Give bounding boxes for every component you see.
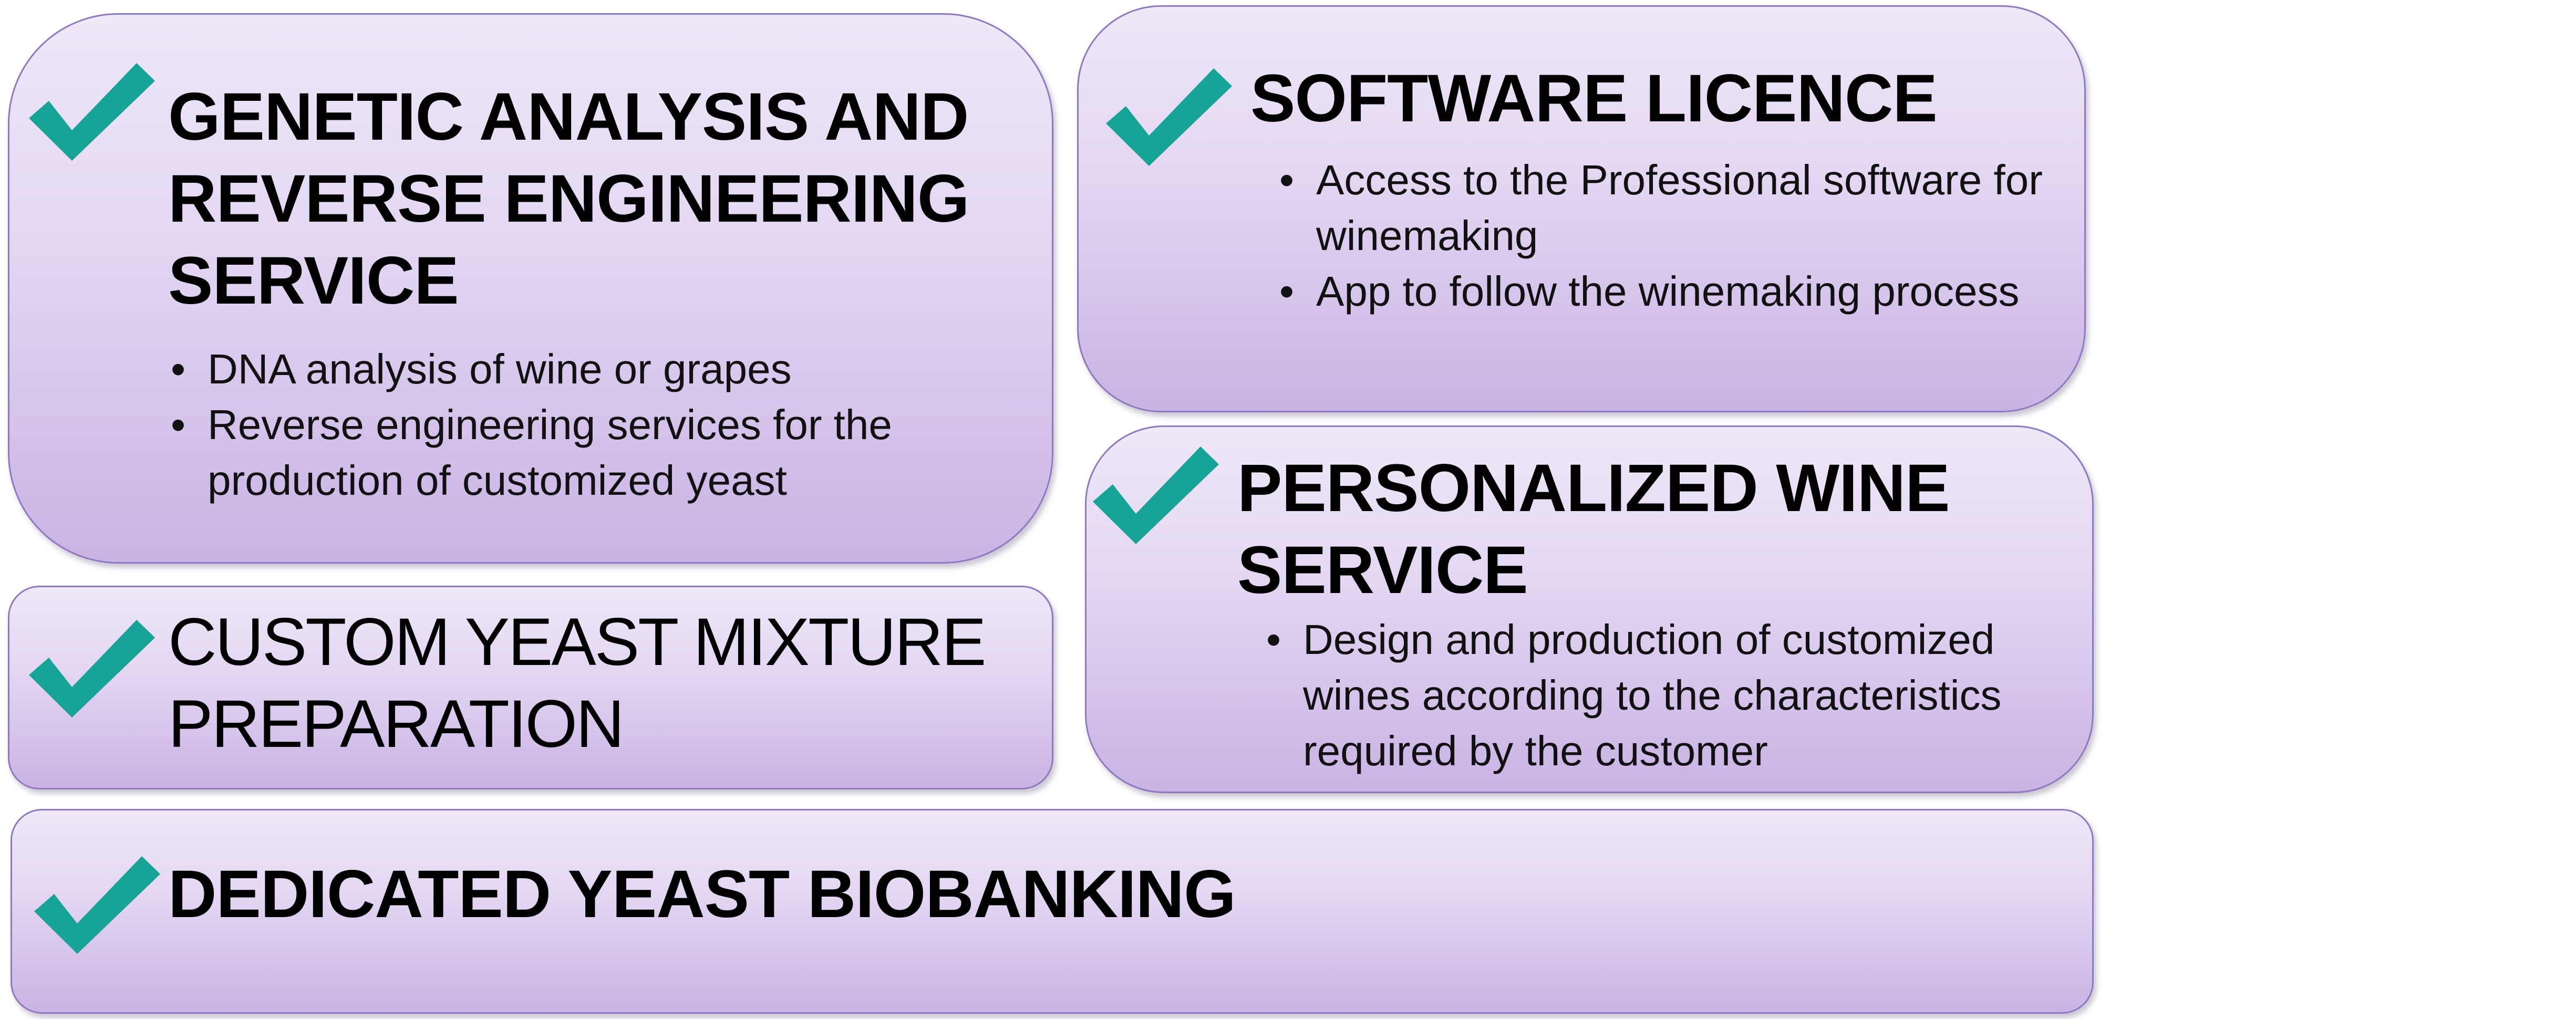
card-title-genetic-analysis: GENETIC ANALYSIS AND REVERSE ENGINEERING…: [168, 79, 969, 318]
bullet-item: App to follow the winemaking process: [1279, 264, 2067, 319]
bullet-list-genetic-analysis: DNA analysis of wine or grapes Reverse e…: [171, 341, 1011, 508]
card-title-yeast-biobanking: DEDICATED YEAST BIOBANKING: [168, 857, 1236, 932]
card-custom-yeast-mixture: [8, 586, 1053, 789]
bullet-list-personalized-wine: Design and production of customized wine…: [1266, 612, 2086, 779]
card-title-software-licence: SOFTWARE LICENCE: [1250, 61, 1938, 136]
card-title-personalized-wine: PERSONALIZED WINE SERVICE: [1237, 451, 1950, 608]
bullet-item: Design and production of customized wine…: [1266, 612, 2086, 779]
bullet-item: Reverse engineering services for the pro…: [171, 397, 1011, 508]
checkmark-icon: [34, 856, 160, 954]
checkmark-icon: [29, 620, 155, 718]
card-title-custom-yeast-mixture: CUSTOM YEAST MIXTURE PREPARATION: [168, 605, 987, 762]
bullet-item: DNA analysis of wine or grapes: [171, 341, 1011, 397]
bullet-item: Access to the Professional software for …: [1279, 152, 2067, 264]
checkmark-icon: [29, 63, 155, 161]
card-yeast-biobanking: [11, 809, 2094, 1014]
checkmark-icon: [1106, 68, 1232, 166]
checkmark-icon: [1093, 446, 1219, 544]
bullet-list-software-licence: Access to the Professional software for …: [1279, 152, 2067, 319]
